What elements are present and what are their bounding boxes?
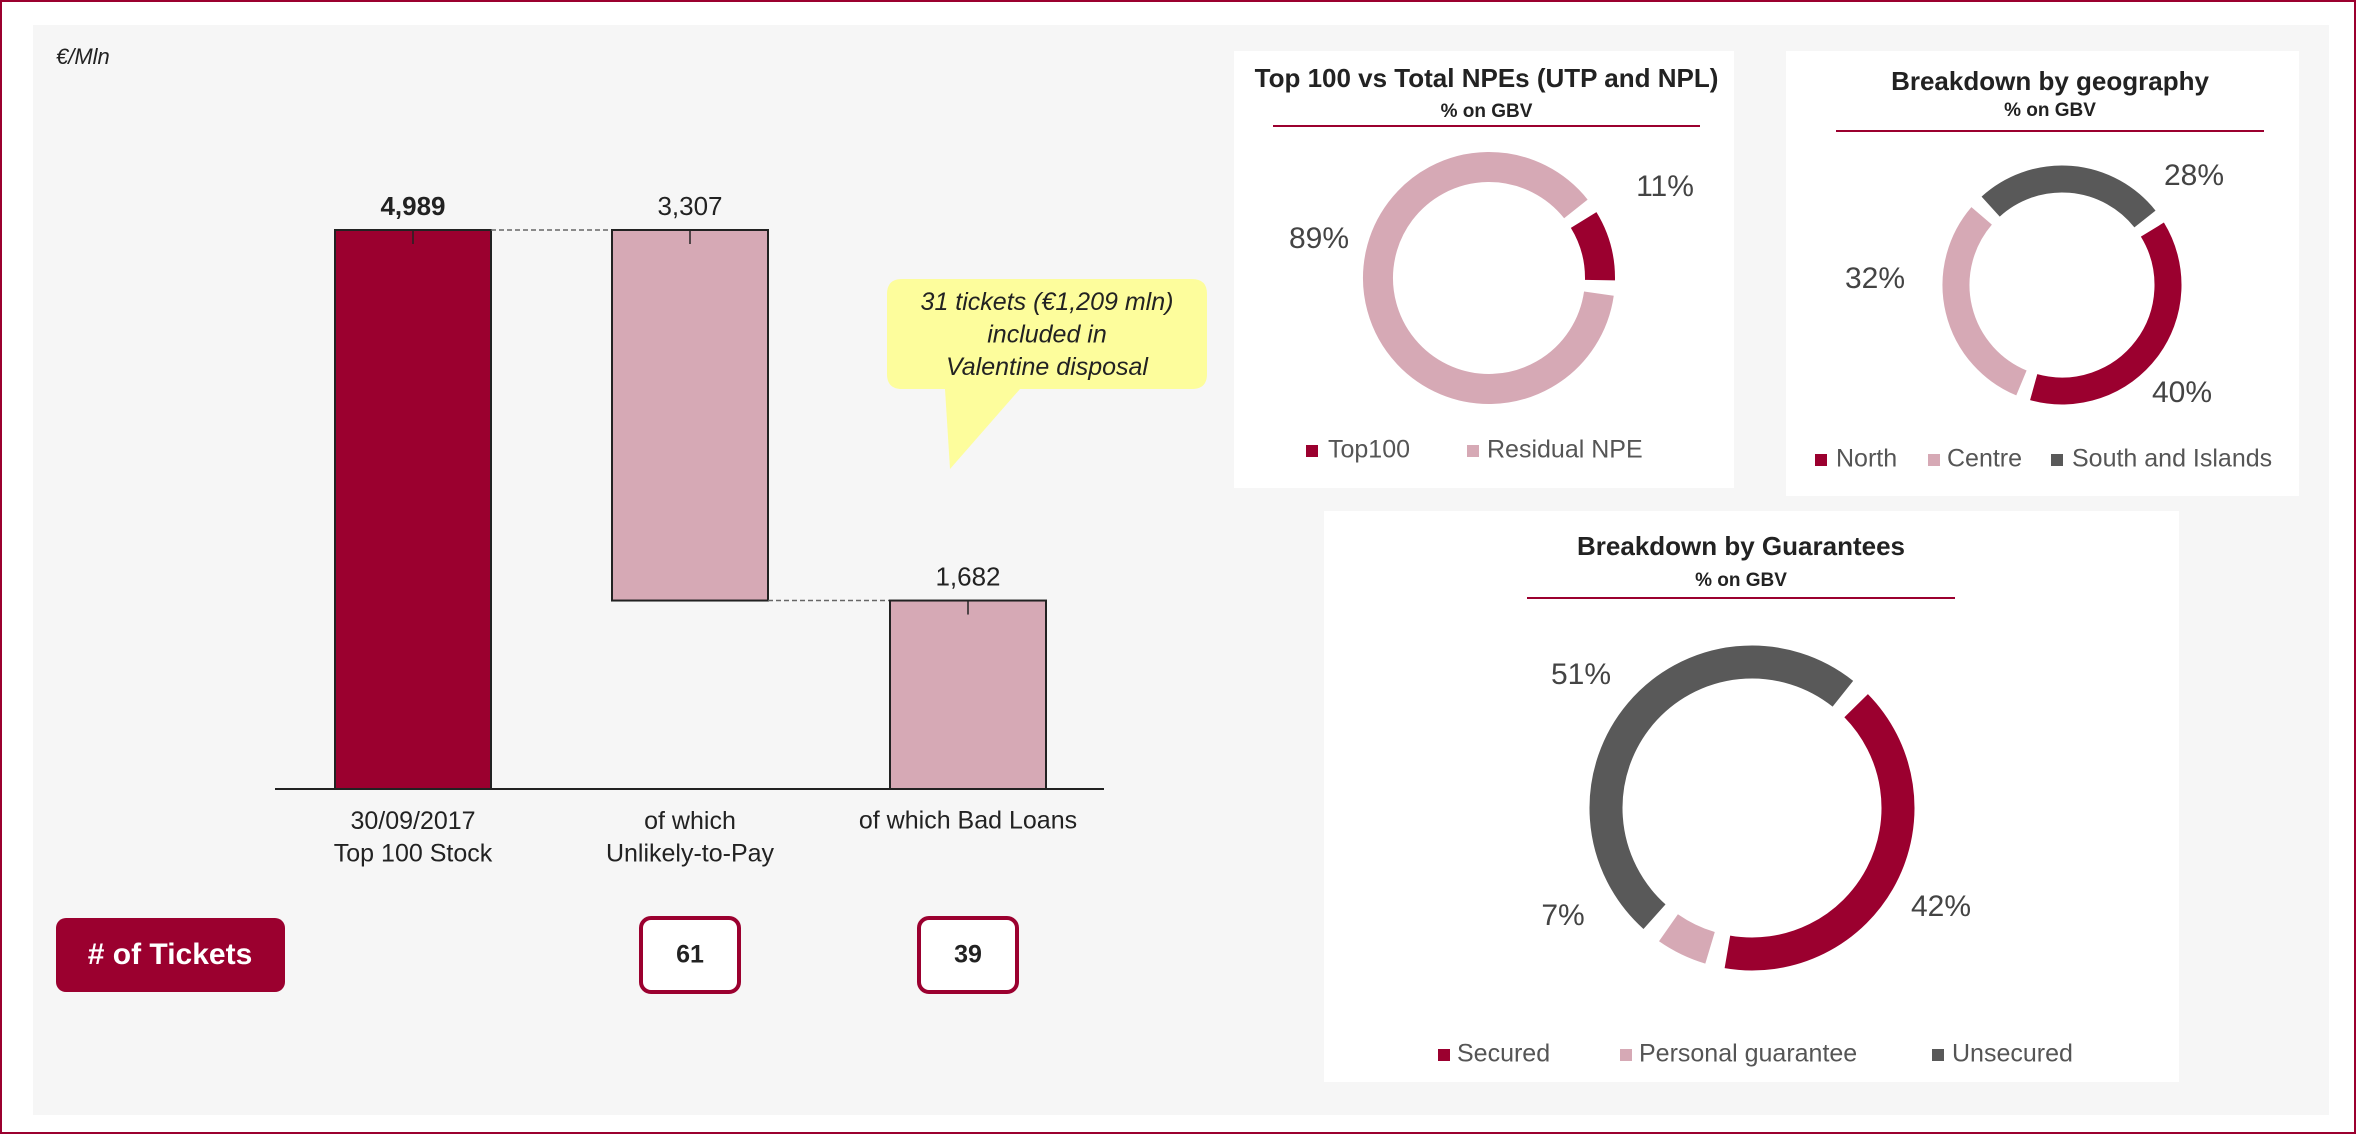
legend-label: North (1836, 445, 1897, 473)
chart-title: Breakdown by Guarantees (1577, 531, 1905, 561)
legend-swatch (1438, 1049, 1450, 1061)
ticket-box (917, 916, 1019, 994)
tickets-label-box (56, 918, 285, 992)
legend-label: Unsecured (1952, 1040, 2073, 1068)
ticket-count: 61 (676, 941, 704, 969)
percent-label: 7% (1541, 899, 1584, 932)
percent-label: 11% (1636, 170, 1694, 203)
legend-swatch (1306, 445, 1318, 457)
donut-segment (1981, 165, 2156, 228)
donut-segment (1942, 207, 2027, 396)
chart-subtitle: % on GBV (2004, 100, 2096, 121)
ticket-count: 39 (954, 941, 982, 969)
tickets-label: # of Tickets (88, 938, 253, 971)
donut-segment (1570, 212, 1615, 281)
chart-title: Breakdown by geography (1891, 66, 2209, 96)
donut-segment (2030, 222, 2182, 405)
value-label: 3,307 (657, 191, 722, 221)
legend-label: Centre (1947, 445, 2022, 473)
legend-label: Personal guarantee (1639, 1040, 1857, 1068)
chart-title: Top 100 vs Total NPEs (UTP and NPL) (1255, 63, 1719, 93)
donut-card (1324, 511, 2179, 1082)
legend-swatch (2051, 454, 2063, 466)
percent-label: 28% (2164, 159, 2224, 192)
percent-label: 42% (1911, 890, 1971, 923)
category-label: of which Unlikely-to-Pay (606, 807, 775, 868)
legend-swatch (1932, 1049, 1944, 1061)
legend-swatch (1815, 454, 1827, 466)
percent-label: 32% (1845, 262, 1905, 295)
donut-card (1786, 51, 2299, 496)
value-label: 1,682 (935, 561, 1000, 591)
chart-subtitle: % on GBV (1695, 570, 1787, 591)
legend-label: Residual NPE (1487, 436, 1643, 464)
legend-swatch (1467, 445, 1479, 457)
donut-card (1234, 51, 1734, 488)
percent-label: 89% (1289, 222, 1349, 255)
chart-subtitle: % on GBV (1441, 101, 1533, 122)
donut-segment (1589, 645, 1854, 929)
percent-label: 51% (1551, 658, 1611, 691)
legend-swatch (1620, 1049, 1632, 1061)
bar (889, 599, 1047, 790)
legend-label: Secured (1457, 1040, 1550, 1068)
donut-segment (1659, 913, 1716, 964)
unit-label: €/Mln (56, 44, 110, 69)
donut-segment (1724, 694, 1915, 971)
value-label: 4,989 (380, 191, 445, 221)
ticket-box (639, 916, 741, 994)
legend-label: South and Islands (2072, 445, 2272, 473)
bar (334, 229, 492, 790)
legend-label: Top100 (1328, 436, 1410, 464)
category-label: of which Bad Loans (859, 807, 1077, 835)
bar (611, 229, 769, 602)
category-label: 30/09/2017 Top 100 Stock (334, 807, 493, 868)
legend-swatch (1928, 454, 1940, 466)
callout (887, 279, 1207, 469)
annotation: 31 tickets (€1,209 mln) included in Valent… (921, 288, 1174, 381)
percent-label: 40% (2152, 376, 2212, 409)
donut-segment (1363, 152, 1614, 404)
